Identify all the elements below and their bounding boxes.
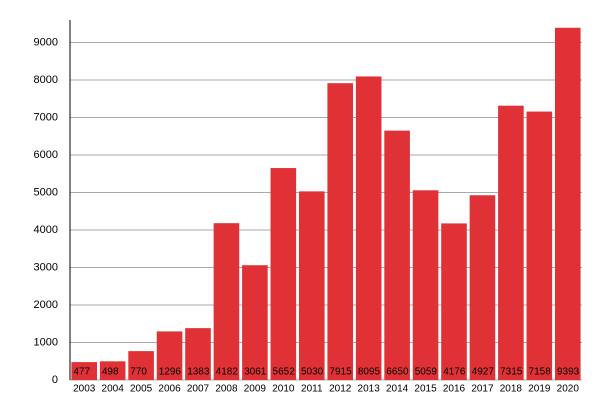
bar xyxy=(526,111,553,380)
value-label: 4182 xyxy=(216,367,239,378)
y-tick-label: 8000 xyxy=(34,74,58,86)
x-tick-label: 2007 xyxy=(187,384,210,395)
value-label: 1296 xyxy=(159,367,182,378)
value-label: 7915 xyxy=(329,367,352,378)
value-label: 5059 xyxy=(415,367,438,378)
x-tick-label: 2010 xyxy=(272,384,295,395)
bar xyxy=(71,362,98,380)
x-tick-label: 2006 xyxy=(158,384,181,395)
bar xyxy=(498,105,524,380)
value-label: 4176 xyxy=(443,367,466,378)
value-label: 8095 xyxy=(358,367,381,378)
x-tick-label: 2008 xyxy=(215,384,238,395)
bar xyxy=(213,223,240,380)
bar xyxy=(99,361,126,380)
value-label: 1383 xyxy=(187,367,210,378)
x-tick-label: 2019 xyxy=(528,384,551,395)
value-label: 3061 xyxy=(244,367,267,378)
x-tick-label: 2005 xyxy=(130,384,153,395)
x-tick-label: 2015 xyxy=(414,384,437,395)
bar xyxy=(128,351,154,380)
bar xyxy=(469,195,496,380)
x-tick-label: 2016 xyxy=(443,384,466,395)
y-tick-label: 4000 xyxy=(34,224,58,236)
bar xyxy=(441,223,467,380)
bar xyxy=(384,130,410,380)
bar xyxy=(355,76,382,380)
x-tick-label: 2012 xyxy=(329,384,352,395)
bar xyxy=(242,265,268,380)
value-label: 5030 xyxy=(301,367,324,378)
bar xyxy=(412,190,439,380)
bar xyxy=(298,191,325,380)
x-tick-label: 2003 xyxy=(73,384,96,395)
bar xyxy=(554,27,581,380)
value-label: 7315 xyxy=(500,367,523,378)
x-tick-label: 2011 xyxy=(301,384,323,395)
y-tick-label: 6000 xyxy=(34,149,58,161)
value-label: 7158 xyxy=(529,367,552,378)
y-tick-label: 9000 xyxy=(34,36,58,48)
y-tick-label: 5000 xyxy=(34,186,58,198)
value-label: 770 xyxy=(130,367,147,378)
bar xyxy=(270,168,297,380)
y-tick-label: 2000 xyxy=(34,299,58,311)
value-label: 4927 xyxy=(472,367,495,378)
y-tick-label: 3000 xyxy=(34,261,58,273)
value-label: 498 xyxy=(102,367,119,378)
x-tick-label: 2009 xyxy=(244,384,267,395)
x-tick-label: 2004 xyxy=(102,384,125,395)
y-tick-label: 0 xyxy=(52,374,58,386)
x-tick-label: 2020 xyxy=(557,384,580,395)
bar xyxy=(327,83,354,380)
bar xyxy=(185,328,211,380)
value-label: 9393 xyxy=(557,367,580,378)
value-label: 6650 xyxy=(386,367,409,378)
value-label: 477 xyxy=(73,367,90,378)
y-tick-label: 1000 xyxy=(34,336,58,348)
x-tick-label: 2013 xyxy=(358,384,381,395)
y-tick-label: 7000 xyxy=(34,111,58,123)
bar xyxy=(156,331,183,380)
x-tick-label: 2014 xyxy=(386,384,409,395)
x-tick-label: 2017 xyxy=(471,384,494,395)
x-tick-label: 2018 xyxy=(500,384,523,395)
value-label: 5652 xyxy=(273,367,296,378)
